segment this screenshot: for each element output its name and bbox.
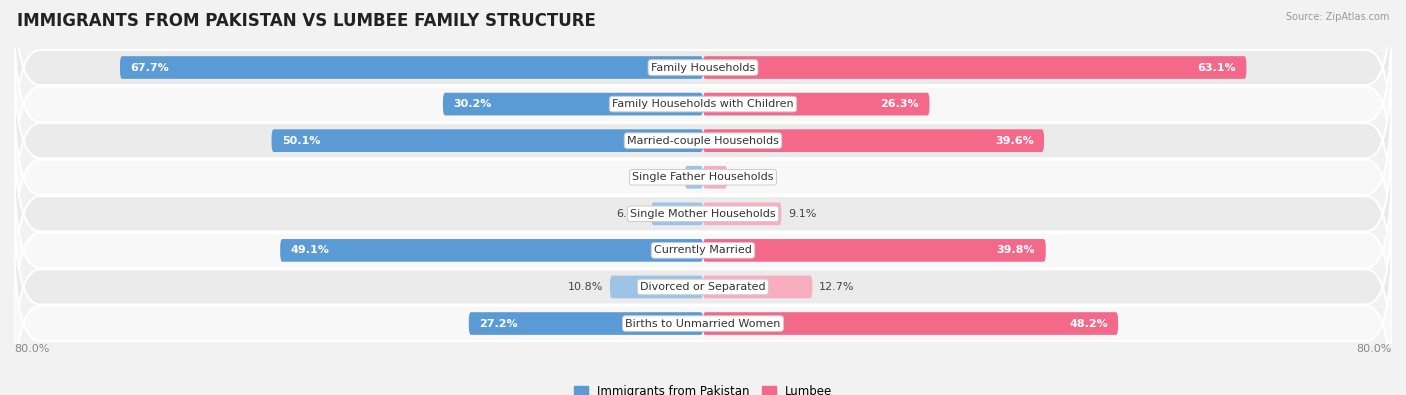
FancyBboxPatch shape [14, 49, 1392, 233]
Text: Currently Married: Currently Married [654, 245, 752, 256]
FancyBboxPatch shape [703, 56, 1246, 79]
FancyBboxPatch shape [703, 129, 1045, 152]
Text: Divorced or Separated: Divorced or Separated [640, 282, 766, 292]
Text: 39.8%: 39.8% [997, 245, 1035, 256]
Text: 9.1%: 9.1% [789, 209, 817, 219]
Text: 2.8%: 2.8% [734, 172, 762, 182]
FancyBboxPatch shape [14, 122, 1392, 306]
FancyBboxPatch shape [468, 312, 703, 335]
FancyBboxPatch shape [14, 158, 1392, 342]
FancyBboxPatch shape [703, 166, 727, 188]
Text: 80.0%: 80.0% [1357, 344, 1392, 354]
FancyBboxPatch shape [14, 231, 1392, 395]
Text: 10.8%: 10.8% [568, 282, 603, 292]
FancyBboxPatch shape [703, 203, 782, 225]
Text: 50.1%: 50.1% [281, 135, 321, 146]
Text: Births to Unmarried Women: Births to Unmarried Women [626, 318, 780, 329]
FancyBboxPatch shape [14, 12, 1392, 196]
Text: 6.0%: 6.0% [616, 209, 644, 219]
FancyBboxPatch shape [685, 166, 703, 188]
FancyBboxPatch shape [703, 312, 1118, 335]
Text: 12.7%: 12.7% [820, 282, 855, 292]
FancyBboxPatch shape [271, 129, 703, 152]
Text: IMMIGRANTS FROM PAKISTAN VS LUMBEE FAMILY STRUCTURE: IMMIGRANTS FROM PAKISTAN VS LUMBEE FAMIL… [17, 12, 596, 30]
Text: Family Households with Children: Family Households with Children [612, 99, 794, 109]
Text: Family Households: Family Households [651, 62, 755, 73]
Text: 63.1%: 63.1% [1198, 62, 1236, 73]
Text: Married-couple Households: Married-couple Households [627, 135, 779, 146]
Text: 30.2%: 30.2% [453, 99, 492, 109]
FancyBboxPatch shape [443, 93, 703, 115]
Text: Single Father Households: Single Father Households [633, 172, 773, 182]
FancyBboxPatch shape [703, 93, 929, 115]
FancyBboxPatch shape [703, 239, 1046, 262]
FancyBboxPatch shape [120, 56, 703, 79]
FancyBboxPatch shape [651, 203, 703, 225]
Text: 2.1%: 2.1% [650, 172, 678, 182]
Legend: Immigrants from Pakistan, Lumbee: Immigrants from Pakistan, Lumbee [569, 380, 837, 395]
FancyBboxPatch shape [14, 0, 1392, 160]
Text: Single Mother Households: Single Mother Households [630, 209, 776, 219]
Text: 26.3%: 26.3% [880, 99, 920, 109]
FancyBboxPatch shape [703, 276, 813, 298]
Text: 48.2%: 48.2% [1069, 318, 1108, 329]
Text: Source: ZipAtlas.com: Source: ZipAtlas.com [1285, 12, 1389, 22]
Text: 39.6%: 39.6% [995, 135, 1033, 146]
Text: 80.0%: 80.0% [14, 344, 49, 354]
FancyBboxPatch shape [14, 85, 1392, 269]
FancyBboxPatch shape [610, 276, 703, 298]
Text: 27.2%: 27.2% [479, 318, 517, 329]
Text: 67.7%: 67.7% [131, 62, 169, 73]
Text: 49.1%: 49.1% [291, 245, 329, 256]
FancyBboxPatch shape [14, 195, 1392, 379]
FancyBboxPatch shape [280, 239, 703, 262]
